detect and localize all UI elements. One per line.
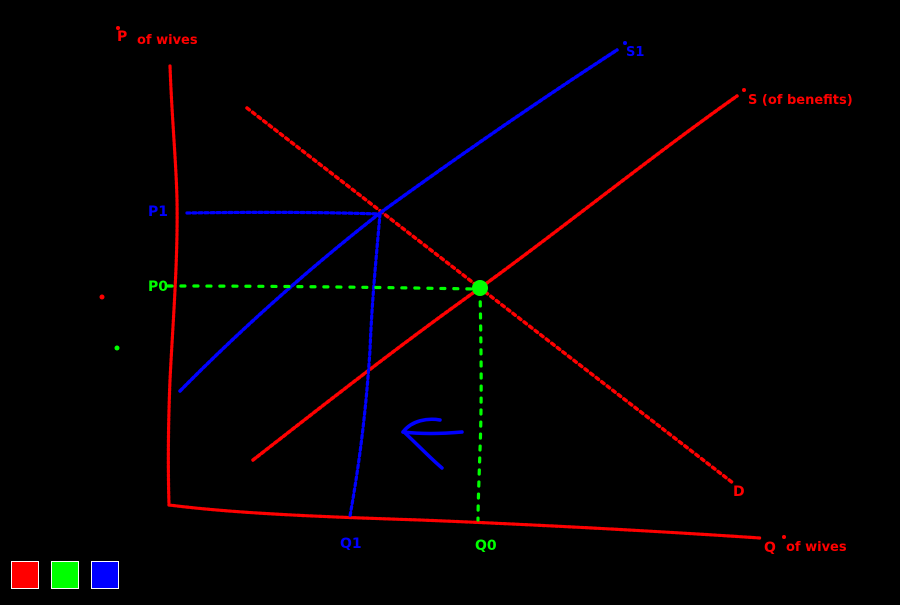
shifted-supply-curve xyxy=(178,48,619,393)
p0-guide-line xyxy=(166,284,477,291)
label-dot-p xyxy=(116,26,120,30)
label-dot-s1 xyxy=(623,41,627,45)
p1-guide-line xyxy=(185,210,382,216)
red-color-swatch[interactable] xyxy=(11,561,39,589)
initial-equilibrium-point xyxy=(472,280,488,296)
quantity-q1-label: Q1 xyxy=(340,536,362,552)
label-dot-q xyxy=(782,535,786,539)
label-dot-s xyxy=(742,88,746,92)
demand-curve xyxy=(245,106,735,485)
stray-dot-green xyxy=(114,345,120,351)
blue-color-swatch[interactable] xyxy=(91,561,119,589)
x-axis-line xyxy=(167,503,762,540)
supply-label: S (of benefits) xyxy=(748,93,853,108)
quantity-q0-label: Q0 xyxy=(475,538,497,554)
green-color-swatch[interactable] xyxy=(51,561,79,589)
x-axis-suffix: of wives xyxy=(786,540,847,555)
shifted-supply-label: S1 xyxy=(626,45,644,60)
y-axis-suffix: of wives xyxy=(137,33,198,48)
shift-arrow xyxy=(401,417,464,470)
supply-curve xyxy=(251,94,739,462)
y-axis-line xyxy=(166,64,179,507)
x-axis-label: Q xyxy=(764,540,776,556)
price-p0-label: P0 xyxy=(148,279,168,295)
demand-label: D xyxy=(733,484,745,500)
q0-guide-line xyxy=(476,288,483,522)
price-p1-label: P1 xyxy=(148,204,168,220)
q1-guide-line xyxy=(348,212,382,518)
y-axis-label: P xyxy=(117,29,127,45)
stray-dot-red xyxy=(99,294,105,300)
